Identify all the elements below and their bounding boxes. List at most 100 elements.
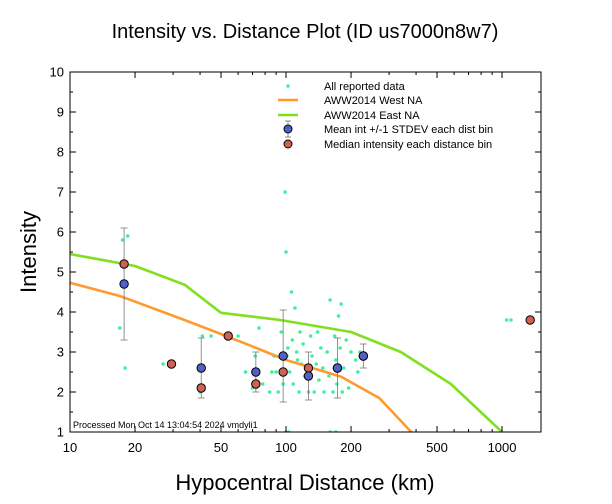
data-point bbox=[331, 390, 335, 394]
data-point bbox=[333, 358, 338, 362]
median-point bbox=[166, 359, 177, 369]
mean-point bbox=[303, 371, 314, 381]
data-point bbox=[339, 302, 343, 306]
data-point bbox=[279, 330, 284, 334]
data-point bbox=[336, 314, 341, 318]
data-point bbox=[290, 338, 295, 342]
data-point bbox=[243, 370, 248, 374]
west-na-curve bbox=[70, 281, 413, 432]
data-point bbox=[353, 358, 358, 362]
x-tick-label: 20 bbox=[128, 440, 142, 455]
data-point bbox=[283, 190, 287, 194]
data-point bbox=[123, 366, 127, 370]
y-tick-label: 8 bbox=[57, 145, 64, 160]
data-point bbox=[274, 370, 278, 374]
data-point bbox=[257, 326, 261, 330]
data-point bbox=[291, 382, 296, 386]
axes: 1 2 3 4 5 6 7 8 9 10 10 20 50 100 200 500 1000 bbox=[50, 65, 542, 455]
median-point bbox=[525, 315, 535, 325]
median-point bbox=[196, 383, 206, 393]
data-point bbox=[267, 390, 272, 394]
x-tick-label: 200 bbox=[340, 440, 362, 455]
legend-label: AWW2014 West NA bbox=[324, 95, 423, 107]
mean-point bbox=[358, 351, 369, 361]
data-point bbox=[293, 306, 297, 310]
data-point bbox=[325, 350, 329, 354]
data-point bbox=[287, 370, 292, 374]
data-point bbox=[319, 346, 323, 350]
data-point bbox=[315, 330, 320, 334]
data-point bbox=[312, 390, 316, 394]
data-point bbox=[338, 346, 342, 350]
data-point bbox=[297, 390, 301, 394]
legend: All reported data AWW2014 West NA AWW2014 … bbox=[278, 81, 493, 151]
data-point bbox=[161, 362, 165, 366]
data-point bbox=[260, 382, 265, 386]
legend-swatch-mean bbox=[283, 124, 293, 134]
processed-footer: Processed Mon Oct 14 13:04:54 2024 vmdyl… bbox=[73, 420, 258, 430]
data-point bbox=[209, 334, 213, 338]
data-point bbox=[276, 390, 280, 394]
data-point bbox=[341, 366, 346, 370]
data-point bbox=[289, 290, 294, 294]
x-tick-label: 100 bbox=[275, 440, 297, 455]
data-point bbox=[270, 370, 274, 374]
mean-point bbox=[251, 367, 261, 377]
data-point bbox=[340, 390, 344, 394]
y-tick-label: 2 bbox=[57, 385, 64, 400]
y-axis-label: Intensity bbox=[16, 211, 41, 293]
median-point bbox=[278, 367, 288, 377]
y-tick-label: 7 bbox=[57, 185, 64, 200]
mean-point bbox=[332, 363, 343, 373]
chart-title: Intensity vs. Distance Plot (ID us7000n8… bbox=[112, 21, 499, 43]
data-point bbox=[509, 318, 513, 322]
legend-label: Median intensity each distance bin bbox=[324, 139, 492, 151]
x-tick-label: 500 bbox=[426, 440, 448, 455]
data-point bbox=[236, 334, 240, 338]
mean-point bbox=[119, 279, 129, 289]
legend-swatch-all-data bbox=[286, 84, 290, 88]
median-point bbox=[119, 259, 129, 269]
data-point bbox=[335, 382, 339, 386]
data-point bbox=[286, 346, 290, 350]
data-point bbox=[301, 342, 305, 346]
y-tick-label: 5 bbox=[57, 265, 64, 280]
x-tick-label: 50 bbox=[214, 440, 228, 455]
data-point bbox=[310, 354, 314, 358]
data-point bbox=[328, 298, 332, 302]
legend-label: AWW2014 East NA bbox=[324, 110, 420, 122]
data-point bbox=[504, 318, 509, 322]
y-tick-label: 3 bbox=[57, 345, 64, 360]
x-tick-label: 10 bbox=[63, 440, 77, 455]
y-tick-label: 6 bbox=[57, 225, 64, 240]
legend-label: Mean int +/-1 STDEV each dist bin bbox=[324, 124, 493, 136]
x-axis-label: Hypocentral Distance (km) bbox=[175, 470, 434, 495]
data-point bbox=[120, 238, 125, 242]
y-tick-label: 10 bbox=[50, 65, 64, 80]
data-point bbox=[320, 366, 325, 370]
mean-point bbox=[196, 363, 206, 373]
data-point bbox=[332, 334, 337, 338]
y-tick-label: 9 bbox=[57, 105, 64, 120]
data-point bbox=[294, 350, 299, 354]
legend-swatch-median bbox=[283, 139, 293, 149]
data-point bbox=[295, 358, 300, 362]
legend-label: All reported data bbox=[324, 81, 406, 93]
data-point bbox=[253, 354, 257, 358]
data-point bbox=[344, 338, 349, 342]
y-tick-label: 4 bbox=[57, 305, 64, 320]
data-point bbox=[200, 334, 205, 338]
x-tick-label: 1000 bbox=[488, 440, 517, 455]
data-point bbox=[317, 378, 321, 382]
east-na-curve bbox=[70, 252, 503, 432]
data-point bbox=[327, 374, 331, 378]
data-point bbox=[314, 362, 319, 366]
data-point bbox=[284, 250, 288, 254]
data-point bbox=[322, 390, 326, 394]
data-point bbox=[125, 234, 130, 238]
data-point bbox=[356, 370, 360, 374]
data-point bbox=[298, 330, 302, 334]
data-point bbox=[349, 350, 353, 354]
median-point bbox=[223, 331, 233, 341]
